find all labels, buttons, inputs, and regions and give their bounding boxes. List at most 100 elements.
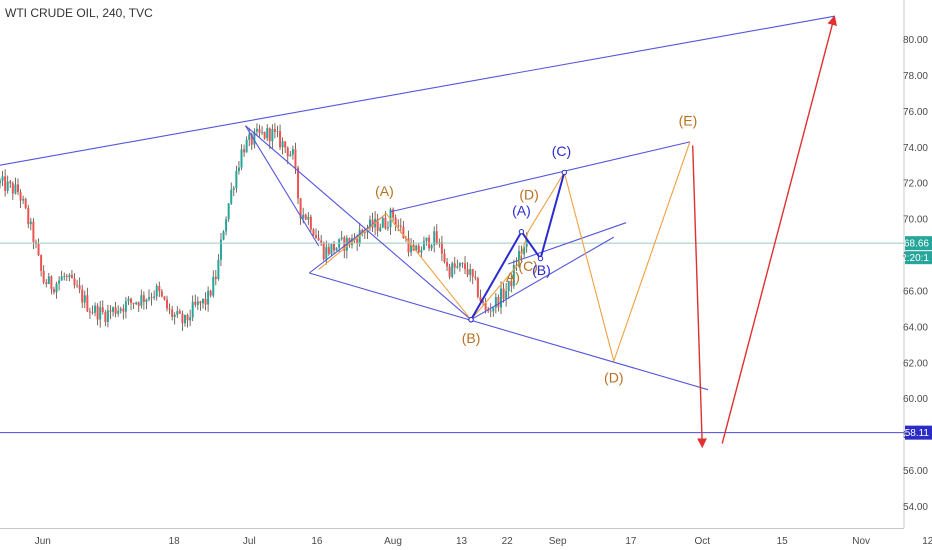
- wave-label: (A): [375, 183, 394, 199]
- candle-up: [430, 245, 433, 249]
- y-tick-label: 70.00: [903, 215, 928, 226]
- candle-up: [289, 154, 292, 157]
- candle-down: [464, 263, 467, 270]
- y-tick-label: 56.00: [903, 466, 928, 477]
- candle-down: [199, 301, 202, 304]
- candle-up: [176, 311, 179, 315]
- wave-label: (C): [518, 258, 537, 274]
- x-tick-label: Jul: [243, 536, 256, 547]
- candle-up: [340, 237, 343, 240]
- current-price-tag: 68.66: [904, 239, 929, 250]
- candle-up: [291, 149, 294, 155]
- candle-up: [386, 227, 389, 229]
- candle-up: [6, 181, 9, 191]
- candle-down: [137, 302, 140, 306]
- candle-down: [88, 311, 91, 313]
- candle-up: [358, 229, 361, 244]
- candle-up: [217, 259, 220, 280]
- candle-up: [245, 139, 248, 153]
- candle-down: [122, 308, 125, 312]
- candle-down: [304, 214, 307, 220]
- candle-down: [446, 261, 449, 267]
- candle-down: [484, 302, 487, 311]
- small-channel-lower: [470, 236, 615, 321]
- candle-up: [117, 310, 120, 314]
- candle-up: [0, 180, 1, 184]
- candle-up: [458, 263, 461, 267]
- candle-down: [284, 141, 287, 148]
- candle-down: [312, 229, 315, 236]
- candle-up: [183, 314, 186, 324]
- candle-down: [273, 129, 276, 132]
- candle-up: [155, 285, 158, 297]
- candle-up: [99, 307, 102, 320]
- candle-up: [240, 149, 243, 168]
- candle-up: [207, 290, 210, 305]
- red-rise-arrow: [721, 15, 837, 444]
- wave-vertex-dot: [468, 316, 474, 323]
- candle-down: [453, 263, 456, 268]
- candle-up: [253, 131, 256, 145]
- y-tick-label: 64.00: [903, 322, 928, 333]
- candle-down: [109, 310, 112, 312]
- candle-up: [219, 239, 222, 260]
- candle-up: [232, 188, 235, 190]
- candle-down: [78, 285, 81, 290]
- candle-up: [307, 216, 310, 220]
- candle-down: [163, 296, 166, 300]
- wave-vertex-dot: [518, 228, 525, 235]
- candle-up: [119, 308, 122, 311]
- candle-up: [261, 131, 264, 133]
- candle-up: [127, 298, 130, 302]
- x-tick-label: 15: [777, 536, 789, 547]
- candle-up: [330, 244, 333, 254]
- countdown-tag: 02:20:1: [896, 253, 930, 264]
- candle-down: [309, 216, 312, 230]
- candle-down: [158, 285, 161, 292]
- candle-up: [281, 141, 284, 148]
- candle-down: [178, 311, 181, 314]
- drawing-lines-layer[interactable]: [0, 15, 904, 449]
- candle-up: [68, 274, 71, 278]
- candle-up: [222, 231, 225, 240]
- candle-up: [415, 245, 418, 251]
- candle-down: [322, 242, 325, 260]
- candle-up: [325, 247, 328, 260]
- candle-up: [266, 128, 269, 139]
- candle-up: [381, 217, 384, 228]
- candle-down: [132, 302, 135, 305]
- candle-up: [60, 276, 63, 281]
- candle-down: [502, 288, 505, 299]
- wave-label: (D): [519, 186, 538, 202]
- candle-down: [407, 238, 410, 253]
- candle-down: [392, 209, 395, 218]
- x-tick-label: 17: [625, 536, 637, 547]
- candle-up: [500, 288, 503, 308]
- candle-up: [227, 203, 230, 220]
- candle-down: [101, 307, 104, 313]
- candle-down: [243, 149, 246, 153]
- candle-down: [65, 276, 68, 278]
- candle-down: [327, 247, 330, 254]
- candle-down: [279, 131, 282, 148]
- candle-down: [320, 240, 323, 243]
- candle-up: [145, 299, 148, 303]
- candle-down: [19, 192, 22, 201]
- x-tick-label: 18: [169, 536, 181, 547]
- candle-down: [27, 207, 30, 225]
- y-tick-label: 78.00: [903, 71, 928, 82]
- x-tick-label: 22: [502, 536, 514, 547]
- candle-up: [212, 276, 215, 296]
- candle-down: [130, 298, 133, 303]
- candle-down: [263, 131, 266, 139]
- candle-up: [153, 296, 156, 298]
- candle-up: [106, 310, 109, 322]
- candle-down: [299, 198, 302, 219]
- y-tick-label: 80.00: [903, 35, 928, 46]
- y-tick-label: 74.00: [903, 143, 928, 154]
- candle-down: [402, 227, 405, 239]
- candle-up: [230, 189, 233, 204]
- candle-up: [512, 264, 515, 286]
- candle-down: [297, 167, 300, 199]
